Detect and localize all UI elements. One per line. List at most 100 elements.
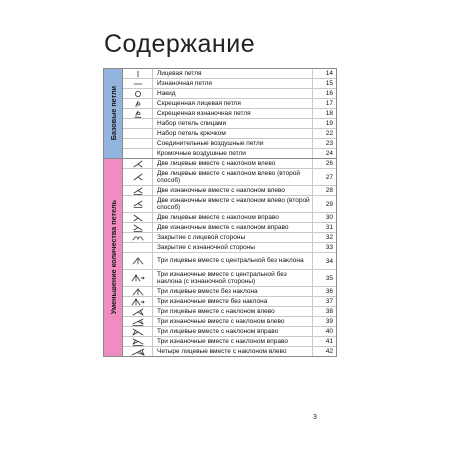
toc-row[interactable]: Изнаночная петля 15	[123, 79, 336, 89]
toc-entry-page: 36	[325, 288, 333, 295]
toc-row[interactable]: Три лицевые вместе с наклоном вправо 40	[123, 327, 336, 337]
toc-entry-page: 29	[325, 200, 333, 208]
toc-entry-label: Изнаночная петля	[153, 79, 313, 88]
toc-entry-label: Две лицевые вместе с наклоном влево (вто…	[153, 169, 313, 185]
empty-symbol-cell	[123, 139, 153, 148]
toc-entry-label: Две лицевые вместе с наклоном вправо	[153, 213, 313, 222]
k3tog-right-icon	[123, 327, 153, 336]
toc-row[interactable]: Скрещенная лицевая петля 17	[123, 99, 336, 109]
toc-entry-label: Три изнаночные вместе с наклоном влево	[153, 317, 313, 326]
toc-section: Уменьшение количества петель Две лицевые …	[104, 159, 336, 356]
toc-entry-label: Три изнаночные вместе с центральной без …	[153, 270, 313, 286]
toc-row[interactable]: Две лицевые вместе с наклоном влево (вто…	[123, 169, 336, 186]
p3tog-right-icon	[123, 337, 153, 346]
section-tab: Базовые петли	[104, 69, 123, 158]
crossed-knit-icon	[123, 99, 153, 108]
toc-entry-page: 34	[325, 257, 333, 265]
p3tog-central-icon	[123, 270, 153, 286]
bind-off-knit-icon	[123, 233, 153, 242]
toc-entry-page: 35	[325, 274, 333, 282]
toc-row[interactable]: Три изнаночные вместе с наклоном вправо 4…	[123, 337, 336, 347]
toc-row[interactable]: Набор петель спицами 19	[123, 119, 336, 129]
circle-icon	[123, 89, 153, 98]
toc-entry-page: 31	[325, 224, 333, 231]
p2tog-right-icon	[123, 223, 153, 232]
toc-row[interactable]: Две лицевые вместе с наклоном вправо 30	[123, 213, 336, 223]
toc-entry-page: 30	[325, 214, 333, 221]
toc-row[interactable]: Закрытие с лицевой стороны 32	[123, 233, 336, 243]
k2tog-left-icon	[123, 159, 153, 168]
toc-row[interactable]: Две изнаночные вместе с наклоном влево 28	[123, 186, 336, 196]
empty-symbol-cell	[123, 129, 153, 138]
toc-row[interactable]: Три лицевые вместе с центральной без нак…	[123, 253, 336, 270]
toc-entry-page: 18	[325, 110, 333, 117]
p3tog-left-icon	[123, 317, 153, 326]
toc-row[interactable]: Две лицевые вместе с наклоном влево 26	[123, 159, 336, 169]
toc-entry-page: 14	[325, 70, 333, 77]
toc-entry-page: 41	[325, 338, 333, 345]
toc-entry-label: Скрещенная лицевая петля	[153, 99, 313, 108]
toc-row[interactable]: Скрещенная изнаночная петля 18	[123, 109, 336, 119]
toc-entry-page: 32	[325, 234, 333, 241]
toc-entry-label: Две изнаночные вместе с наклоном вправо	[153, 223, 313, 232]
toc-row[interactable]: Три лицевые вместе без наклона 36	[123, 287, 336, 297]
toc-entry-label: Закрытие с лицевой стороны	[153, 233, 313, 242]
toc-entry-page: 26	[325, 160, 333, 167]
k3tog-left-icon	[123, 307, 153, 316]
toc-row[interactable]: Две изнаночные вместе с наклоном влево (…	[123, 196, 336, 213]
toc-row[interactable]: Накид 16	[123, 89, 336, 99]
toc-entry-page: 40	[325, 328, 333, 335]
section-tab: Уменьшение количества петель	[104, 159, 123, 356]
toc-entry-label: Три изнаночные вместе с наклоном вправо	[153, 337, 313, 346]
toc-entry-label: Три лицевые вместе с наклоном влево	[153, 307, 313, 316]
section-title: Базовые петли	[108, 86, 118, 141]
toc-entry-label: Две лицевые вместе с наклоном влево	[153, 159, 313, 168]
toc-entry-label: Набор петель спицами	[153, 119, 313, 128]
toc-entry-label: Лицевая петля	[153, 69, 313, 78]
toc-entry-page: 27	[325, 173, 333, 181]
toc-entry-label: Набор петель крючком	[153, 129, 313, 138]
toc-row[interactable]: Лицевая петля 14	[123, 69, 336, 79]
toc-section: Базовые петли Лицевая петля 14 Изнаночная п…	[104, 69, 336, 159]
toc-row[interactable]: Набор петель крючком 22	[123, 129, 336, 139]
crossed-purl-icon	[123, 109, 153, 118]
toc-entry-page: 22	[325, 130, 333, 137]
k2tog-left-alt-icon	[123, 169, 153, 185]
toc-entry-page: 33	[325, 244, 333, 251]
k2tog-right-icon	[123, 213, 153, 222]
k4tog-left-icon	[123, 347, 153, 356]
toc-entry-page: 38	[325, 308, 333, 315]
k3tog-central-icon	[123, 253, 153, 269]
toc-row[interactable]: Три изнаночные вместе с центральной без …	[123, 270, 336, 287]
section-rows: Две лицевые вместе с наклоном влево 26 Две…	[123, 159, 336, 356]
toc-row[interactable]: Четыре лицевые вместе с наклоном влево 42	[123, 347, 336, 356]
toc-row[interactable]: Закрытие с изнаночной стороны 33	[123, 243, 336, 253]
toc-row[interactable]: Кромочные воздушные петли 24	[123, 149, 336, 158]
toc-entry-label: Три лицевые вместе с центральной без нак…	[153, 253, 313, 269]
toc-entry-label: Две изнаночные вместе с наклоном влево (…	[153, 196, 313, 212]
toc-row[interactable]: Три изнаночные вместе без наклона 37	[123, 297, 336, 307]
toc-entry-page: 16	[325, 90, 333, 97]
toc-entry-page: 15	[325, 80, 333, 87]
toc-entry-label: Скрещенная изнаночная петля	[153, 109, 313, 118]
toc-entry-label: Три лицевые вместе без наклона	[153, 287, 313, 296]
section-title: Уменьшение количества петель	[108, 200, 118, 315]
toc-entry-label: Закрытие с изнаночной стороны	[153, 243, 313, 252]
toc-entry-label: Кромочные воздушные петли	[153, 149, 313, 158]
page-title: Содержание	[104, 30, 256, 58]
toc-entry-page: 28	[325, 187, 333, 194]
section-rows: Лицевая петля 14 Изнаночная петля 15 Накид 16…	[123, 69, 336, 158]
toc-entry-label: Три изнаночные вместе без наклона	[153, 297, 313, 306]
empty-symbol-cell	[123, 149, 153, 158]
k3tog-no-lean-icon	[123, 287, 153, 296]
toc-entry-label: Соединительные воздушные петли	[153, 139, 313, 148]
toc-row[interactable]: Соединительные воздушные петли 23	[123, 139, 336, 149]
p3tog-no-lean-icon	[123, 297, 153, 306]
toc-entry-label: Четыре лицевые вместе с наклоном влево	[153, 347, 313, 356]
empty-symbol-cell	[123, 243, 153, 252]
toc-row[interactable]: Три изнаночные вместе с наклоном влево 39	[123, 317, 336, 327]
toc-entry-page: 19	[325, 120, 333, 127]
p2tog-left-icon	[123, 186, 153, 195]
toc-row[interactable]: Две изнаночные вместе с наклоном вправо 3…	[123, 223, 336, 233]
toc-row[interactable]: Три лицевые вместе с наклоном влево 38	[123, 307, 336, 317]
